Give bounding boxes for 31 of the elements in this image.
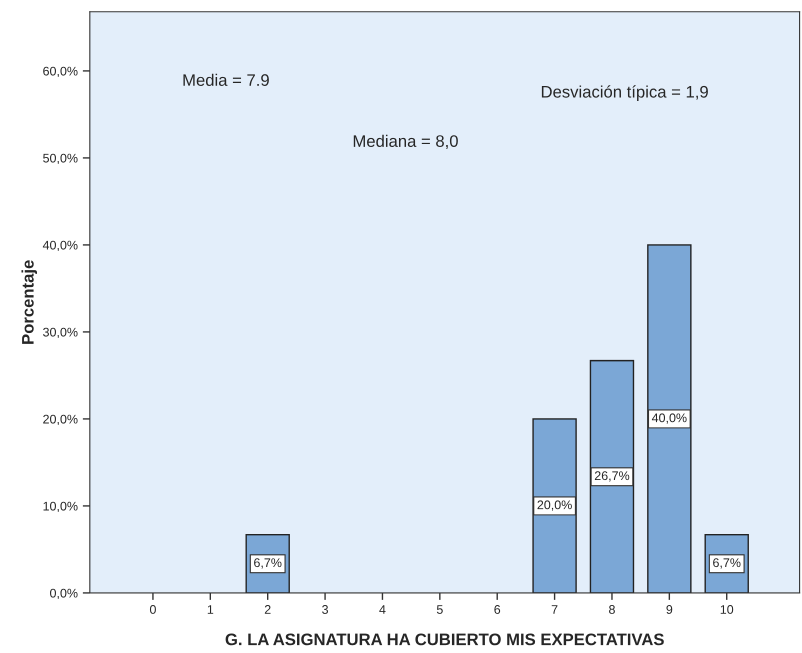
annotation: Mediana = 8,0 bbox=[354, 134, 458, 149]
annotation: Media = 7.9 bbox=[183, 74, 269, 86]
y-tick-label: 20,0% bbox=[43, 414, 78, 426]
x-tick-label: 1 bbox=[208, 605, 214, 614]
x-tick-label: 8 bbox=[609, 605, 615, 614]
y-tick-label: 30,0% bbox=[43, 328, 78, 338]
x-tick-label: 9 bbox=[666, 605, 672, 614]
bar bbox=[532, 418, 577, 593]
data-label: 6,7% bbox=[713, 558, 741, 569]
y-tick-label: 50,0% bbox=[43, 154, 78, 164]
y-tick-label: 60,0% bbox=[43, 66, 78, 78]
x-tick-label: 7 bbox=[552, 605, 558, 614]
data-label: 40,0% bbox=[652, 413, 687, 424]
bar bbox=[647, 244, 692, 593]
annotation: Desviación típica = 1,9 bbox=[542, 85, 708, 101]
y-axis-title: Porcentaje bbox=[21, 260, 38, 344]
x-tick-label: 5 bbox=[436, 605, 443, 614]
data-label: 6,7% bbox=[254, 558, 282, 569]
bar bbox=[590, 360, 634, 593]
y-tick-label: 0,0% bbox=[50, 588, 78, 600]
x-tick-label: 4 bbox=[379, 605, 386, 614]
data-label: 26,7% bbox=[594, 471, 630, 482]
x-tick-label: 3 bbox=[322, 605, 328, 614]
y-tick-label: 10,0% bbox=[44, 502, 78, 512]
x-tick-label: 6 bbox=[494, 605, 500, 614]
x-tick-label: 2 bbox=[264, 605, 271, 614]
y-tick-label: 40,0% bbox=[42, 240, 78, 252]
x-tick-label: 0 bbox=[150, 605, 156, 614]
x-tick-label: 10 bbox=[720, 605, 734, 614]
x-axis-title: G. LA ASIGNATURA HA CUBIERTO MIS EXPECTATIVAS bbox=[226, 633, 664, 646]
data-label: 20,0% bbox=[537, 500, 572, 511]
